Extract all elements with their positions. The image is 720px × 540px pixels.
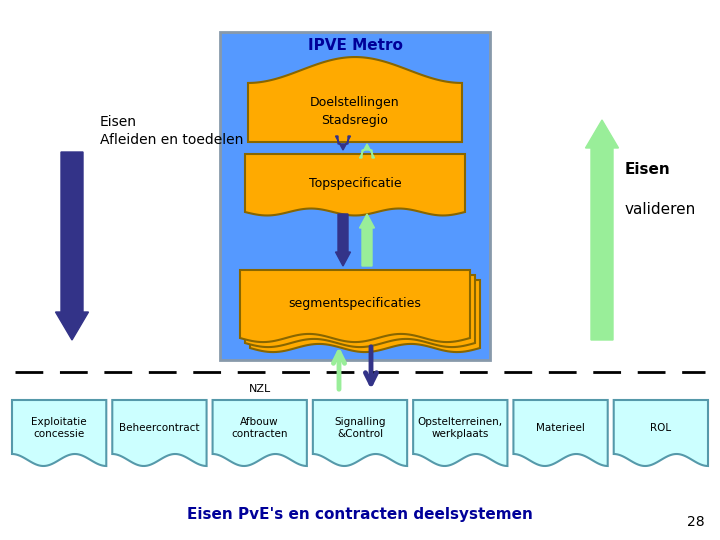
Text: segmentspecificaties: segmentspecificaties (289, 298, 421, 310)
Text: Doelstellingen
Stadsregio: Doelstellingen Stadsregio (310, 96, 400, 127)
Polygon shape (248, 57, 462, 142)
Text: Eisen PvE's en contracten deelsystemen: Eisen PvE's en contracten deelsystemen (187, 507, 533, 522)
Polygon shape (12, 400, 107, 466)
Text: Afleiden en toedelen: Afleiden en toedelen (100, 133, 243, 147)
Polygon shape (55, 152, 89, 340)
Text: Signalling
&Control: Signalling &Control (334, 417, 386, 439)
Polygon shape (513, 400, 608, 466)
Polygon shape (245, 275, 475, 347)
Text: valideren: valideren (625, 202, 696, 218)
Polygon shape (336, 136, 351, 150)
Polygon shape (359, 144, 374, 158)
Text: 28: 28 (688, 515, 705, 529)
Text: Eisen: Eisen (625, 163, 671, 178)
FancyBboxPatch shape (220, 32, 490, 360)
Text: Beheercontract: Beheercontract (120, 423, 199, 433)
Text: IPVE Metro: IPVE Metro (307, 38, 402, 53)
Polygon shape (585, 120, 618, 340)
Text: Afbouw
contracten: Afbouw contracten (231, 417, 288, 439)
Polygon shape (613, 400, 708, 466)
Text: Opstelterreinen,
werkplaats: Opstelterreinen, werkplaats (418, 417, 503, 439)
Text: Topspecificatie: Topspecificatie (309, 177, 401, 190)
Text: Eisen: Eisen (100, 115, 137, 129)
Text: ROL: ROL (650, 423, 672, 433)
Polygon shape (250, 280, 480, 352)
Polygon shape (359, 214, 374, 266)
Polygon shape (413, 400, 508, 466)
Polygon shape (245, 154, 465, 215)
Text: Materieel: Materieel (536, 423, 585, 433)
Text: NZL: NZL (248, 384, 271, 394)
Polygon shape (112, 400, 207, 466)
Polygon shape (240, 270, 470, 342)
Polygon shape (313, 400, 407, 466)
Polygon shape (336, 214, 351, 266)
Polygon shape (212, 400, 307, 466)
Text: Exploitatie
concessie: Exploitatie concessie (32, 417, 87, 439)
